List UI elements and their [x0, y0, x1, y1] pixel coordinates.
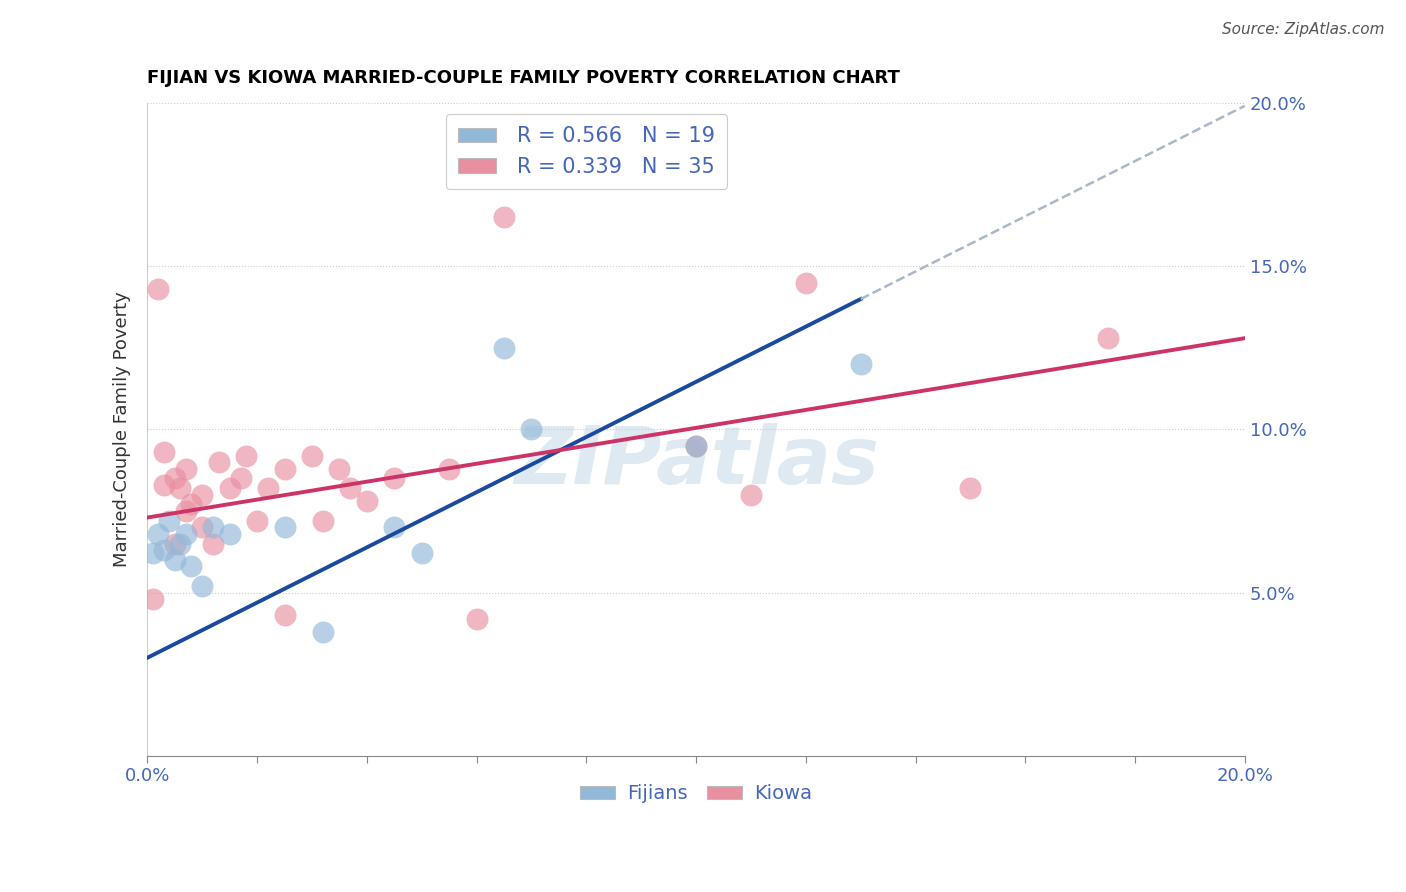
Text: Source: ZipAtlas.com: Source: ZipAtlas.com [1222, 22, 1385, 37]
Point [849, 357, 872, 371]
Point [202, 520, 225, 534]
Point [685, 439, 707, 453]
Point [246, 514, 269, 528]
Point [148, 526, 170, 541]
Point [174, 504, 197, 518]
Point [157, 514, 180, 528]
Point [163, 471, 186, 485]
Point [169, 536, 191, 550]
Point [273, 461, 295, 475]
Point [235, 449, 257, 463]
Point [520, 422, 543, 436]
Point [174, 526, 197, 541]
Point [312, 514, 335, 528]
Point [301, 449, 323, 463]
Point [492, 341, 515, 355]
Point [218, 481, 240, 495]
Point [382, 520, 405, 534]
Point [794, 276, 817, 290]
Point [191, 579, 214, 593]
Point [1097, 331, 1119, 345]
Point [273, 608, 295, 623]
Point [202, 536, 225, 550]
Text: ZIPatlas: ZIPatlas [513, 423, 879, 501]
Point [153, 445, 176, 459]
Point [148, 282, 170, 296]
Point [492, 211, 515, 225]
Point [273, 520, 295, 534]
Point [169, 481, 191, 495]
Text: FIJIAN VS KIOWA MARRIED-COUPLE FAMILY POVERTY CORRELATION CHART: FIJIAN VS KIOWA MARRIED-COUPLE FAMILY PO… [148, 69, 900, 87]
Point [328, 461, 350, 475]
Point [153, 478, 176, 492]
Point [411, 546, 433, 560]
Point [685, 439, 707, 453]
Point [257, 481, 280, 495]
Legend: Fijians, Kiowa: Fijians, Kiowa [572, 777, 820, 811]
Point [142, 546, 165, 560]
Point [218, 526, 240, 541]
Y-axis label: Married-Couple Family Poverty: Married-Couple Family Poverty [114, 292, 131, 567]
Point [191, 488, 214, 502]
Point [437, 461, 460, 475]
Point [740, 488, 762, 502]
Point [191, 520, 214, 534]
Point [382, 471, 405, 485]
Point [153, 543, 176, 558]
Point [174, 461, 197, 475]
Point [229, 471, 252, 485]
Point [163, 553, 186, 567]
Point [339, 481, 361, 495]
Point [180, 559, 202, 574]
Point [180, 498, 202, 512]
Point [142, 592, 165, 607]
Point [959, 481, 981, 495]
Point [163, 536, 186, 550]
Point [208, 455, 231, 469]
Point [312, 624, 335, 639]
Point [465, 612, 488, 626]
Point [356, 494, 378, 508]
